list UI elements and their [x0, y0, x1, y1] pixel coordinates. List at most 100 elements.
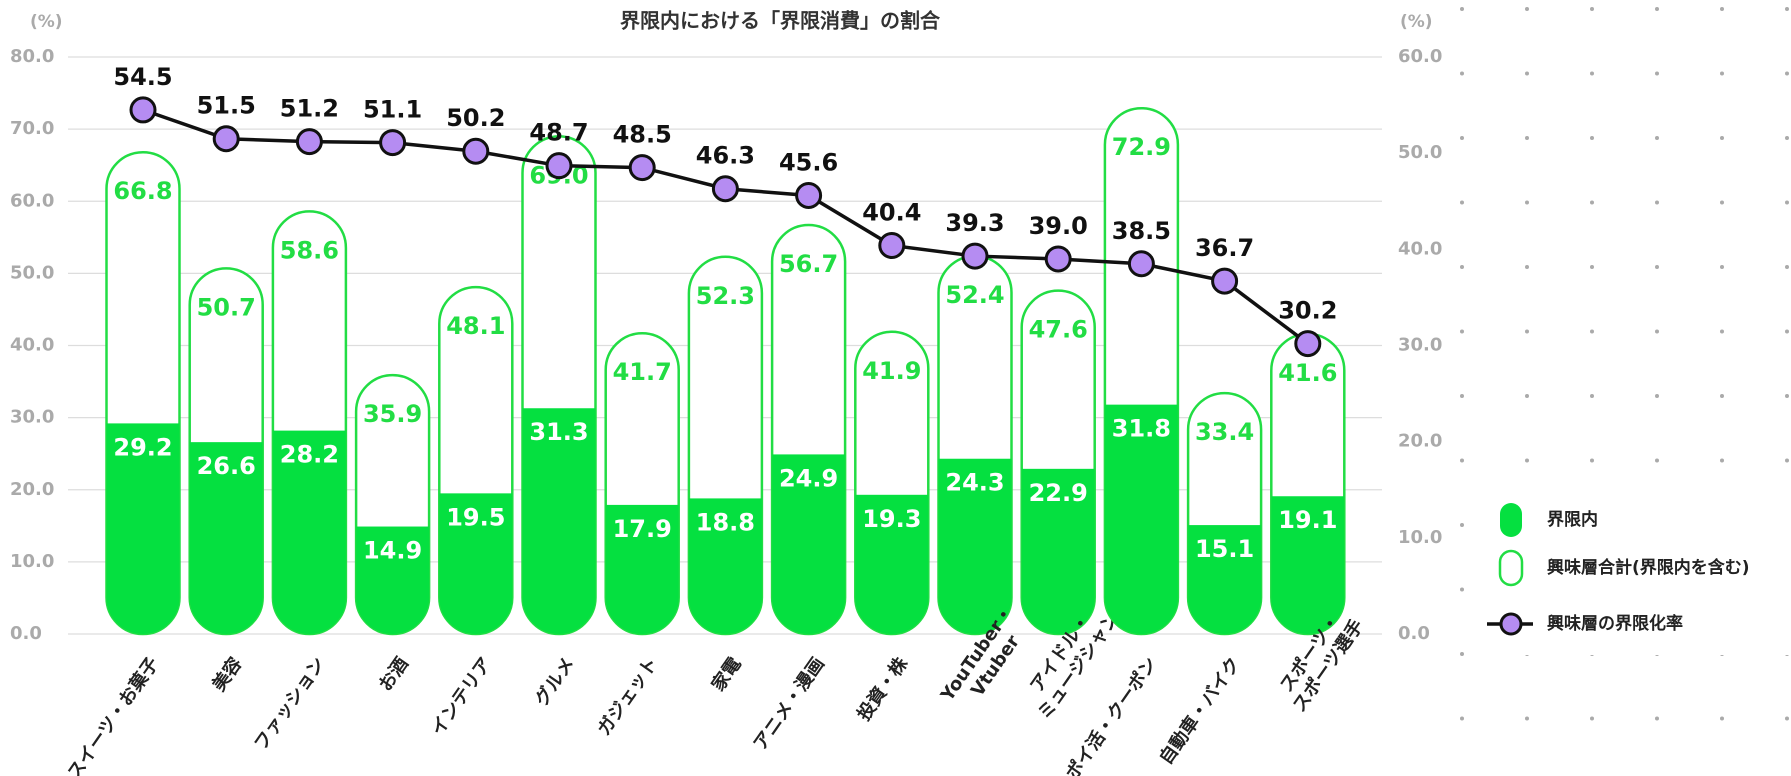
line-marker	[212, 125, 240, 153]
total-label: 66.8	[113, 177, 172, 205]
line-marker	[878, 231, 906, 259]
line-marker	[1044, 245, 1072, 273]
inner-label: 19.5	[446, 503, 505, 531]
inner-label: 24.3	[945, 469, 1004, 497]
legend-label: 興味層合計(界限内を含む)	[1547, 557, 1750, 578]
line-marker	[628, 154, 656, 182]
y-tick-label: 50.0	[10, 262, 54, 283]
line-label: 51.1	[363, 96, 422, 124]
x-tick-label: アニメ・漫画	[750, 654, 829, 755]
total-label: 41.7	[613, 358, 672, 386]
total-label: 48.1	[446, 312, 505, 340]
total-label: 52.3	[696, 282, 755, 310]
inner-label: 19.1	[1278, 506, 1337, 534]
line-marker	[711, 175, 739, 203]
y-tick-label: 60.0	[10, 190, 54, 211]
inner-label: 31.3	[529, 418, 588, 446]
bar-inner	[1104, 404, 1178, 634]
bar-inner	[272, 430, 346, 634]
inner-label: 24.9	[779, 464, 838, 492]
line-label: 39.0	[1029, 212, 1088, 240]
total-label: 58.6	[280, 236, 339, 264]
chart-title: 界限内における「界限消費」の割合	[620, 9, 941, 33]
line-label: 48.5	[613, 121, 672, 149]
x-tick-label: 投資・株	[853, 652, 913, 724]
line-marker	[545, 152, 573, 180]
line-marker	[1211, 267, 1239, 295]
line-marker	[1127, 250, 1155, 278]
legend-marker	[1499, 612, 1523, 636]
line-label: 36.7	[1195, 234, 1254, 262]
line-marker	[379, 129, 407, 157]
y2-tick-label: 40.0	[1398, 238, 1442, 259]
inner-label: 17.9	[613, 515, 672, 543]
total-label: 41.9	[862, 357, 921, 385]
inner-label: 22.9	[1029, 479, 1088, 507]
total-label: 33.4	[1195, 418, 1254, 446]
x-tick-label: 美容	[208, 653, 247, 695]
x-tick-label: グルメ	[530, 653, 579, 710]
x-tick-label: インテリア	[427, 654, 496, 740]
bar-inner	[1021, 468, 1095, 634]
line-label: 39.3	[945, 209, 1004, 237]
legend-swatch	[1498, 549, 1524, 587]
dot-pattern	[1420, 0, 1791, 776]
y-tick-label: 70.0	[10, 118, 54, 139]
x-tick-label: 自動車・バイク	[1155, 653, 1245, 769]
y2-tick-label: 0.0	[1398, 623, 1430, 644]
y-tick-label: 80.0	[10, 46, 54, 67]
legend-swatch	[1500, 503, 1522, 537]
x-tick-label: 家電	[707, 653, 746, 695]
total-label: 72.9	[1112, 133, 1171, 161]
inner-label: 18.8	[696, 508, 755, 536]
inner-label: 26.6	[197, 452, 256, 480]
y2-tick-label: 50.0	[1398, 142, 1442, 163]
y-tick-label: 0.0	[10, 623, 42, 644]
y-tick-label: 10.0	[10, 551, 54, 572]
inner-label: 14.9	[363, 537, 422, 565]
bar-inner	[855, 494, 929, 634]
bar-inner	[605, 504, 679, 634]
y-tick-label: 30.0	[10, 407, 54, 428]
line-label: 51.2	[280, 95, 339, 123]
line-marker	[129, 96, 157, 124]
bar-inner	[688, 498, 762, 634]
legend-label: 興味層の界限化率	[1547, 613, 1683, 634]
x-tick-label: スイーツ・お菓子	[63, 653, 163, 776]
line-label: 30.2	[1278, 297, 1337, 325]
line-label: 46.3	[696, 142, 755, 170]
y-tick-label: 20.0	[10, 479, 54, 500]
line-marker	[295, 128, 323, 156]
inner-label: 31.8	[1112, 415, 1171, 443]
total-label: 56.7	[779, 250, 838, 278]
bar-inner	[356, 526, 430, 634]
x-tick-label: ガジェット	[594, 654, 663, 740]
line-label: 54.5	[113, 63, 172, 91]
line-marker	[462, 137, 490, 165]
bar-inner	[439, 493, 513, 634]
y-tick-label: 40.0	[10, 335, 54, 356]
inner-label: 19.3	[862, 505, 921, 533]
line-marker	[1294, 330, 1322, 358]
inner-label: 29.2	[113, 433, 172, 461]
bar-inner	[522, 408, 596, 634]
total-label: 52.4	[945, 281, 1004, 309]
total-label: 50.7	[197, 293, 256, 321]
line-label: 45.6	[779, 148, 838, 176]
line-label: 51.5	[197, 92, 256, 120]
bar-inner	[106, 423, 180, 634]
bar-inner	[1271, 496, 1345, 634]
line-label: 48.7	[529, 119, 588, 147]
x-tick-label: お酒	[374, 653, 413, 695]
line-label: 40.4	[862, 198, 921, 226]
total-label: 41.6	[1278, 359, 1337, 387]
inner-label: 28.2	[280, 441, 339, 469]
y-unit: (%)	[30, 12, 63, 32]
line-marker	[961, 242, 989, 270]
line-label: 50.2	[446, 104, 505, 132]
x-tick-label: ファッション	[250, 654, 329, 755]
bar-inner	[189, 442, 263, 634]
inner-label: 15.1	[1195, 535, 1254, 563]
line-marker	[795, 181, 823, 209]
